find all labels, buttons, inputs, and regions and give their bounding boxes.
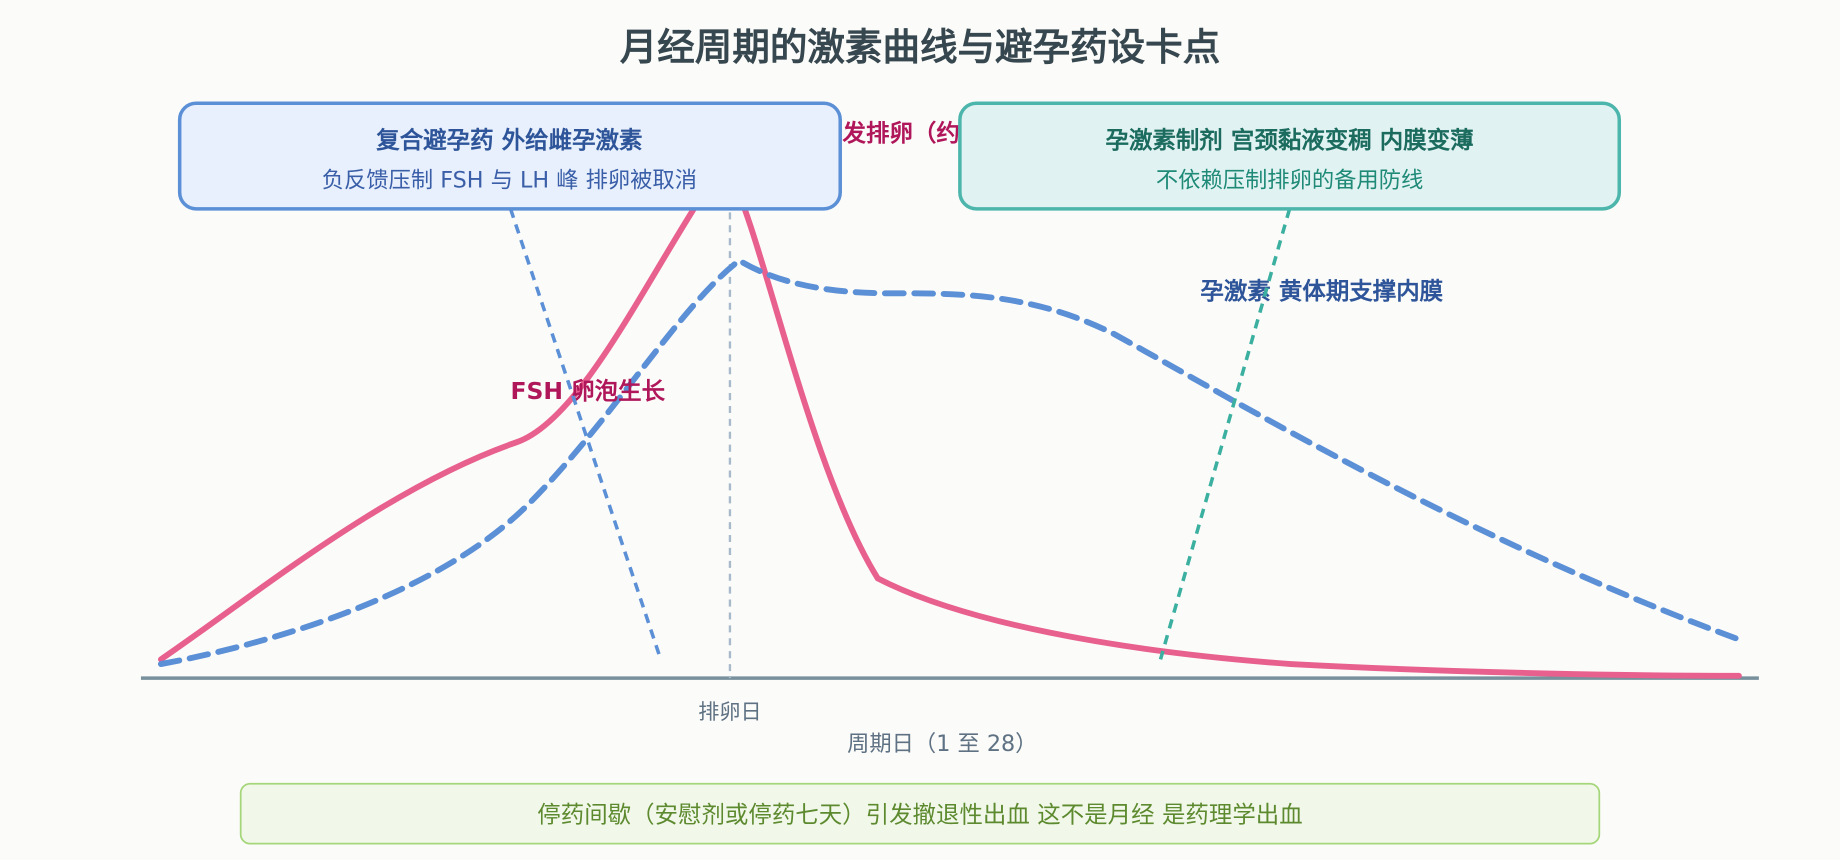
combined-pill-box <box>177 101 842 211</box>
combined-pill-callout: 复合避孕药 外给雌孕激素 负反馈压制 FSH 与 LH 峰 排卵被取消 <box>177 101 842 211</box>
combined-pill-connector <box>508 208 663 660</box>
ovulation-trigger-label: 发排卵（约 <box>842 119 960 147</box>
progesterone-label: 孕激素 黄体期支撑内膜 <box>1200 277 1443 305</box>
withdrawal-bleeding-note: 停药间歇（安慰剂或停药七天）引发撤退性出血 这不是月经 是药理学出血 <box>239 782 1601 845</box>
combined-pill-subtitle: 负反馈压制 FSH 与 LH 峰 排卵被取消 <box>322 168 697 194</box>
progestin-callout: 孕激素制剂 宫颈黏液变稠 内膜变薄 不依赖压制排卵的备用防线 <box>958 101 1622 211</box>
footer-note-box <box>239 782 1601 845</box>
x-axis-label: 周期日（1 至 28） <box>847 731 1037 757</box>
progestin-subtitle: 不依赖压制排卵的备用防线 <box>1156 168 1423 194</box>
combined-pill-title: 复合避孕药 外给雌孕激素 <box>375 126 642 154</box>
fsh-label: FSH 卵泡生长 <box>511 377 666 405</box>
progestin-box <box>958 101 1622 211</box>
ovulation-day-tick-label: 排卵日 <box>698 699 761 724</box>
progesterone-curve <box>157 256 1742 667</box>
progestin-connector <box>1158 208 1292 660</box>
footer-note-text: 停药间歇（安慰剂或停药七天）引发撤退性出血 这不是月经 是药理学出血 <box>537 800 1302 828</box>
progestin-title: 孕激素制剂 宫颈黏液变稠 内膜变薄 <box>1106 126 1474 154</box>
page-title: 月经周期的激素曲线与避孕药设卡点 <box>620 25 1221 69</box>
pink-hormone-curve <box>157 169 1742 679</box>
